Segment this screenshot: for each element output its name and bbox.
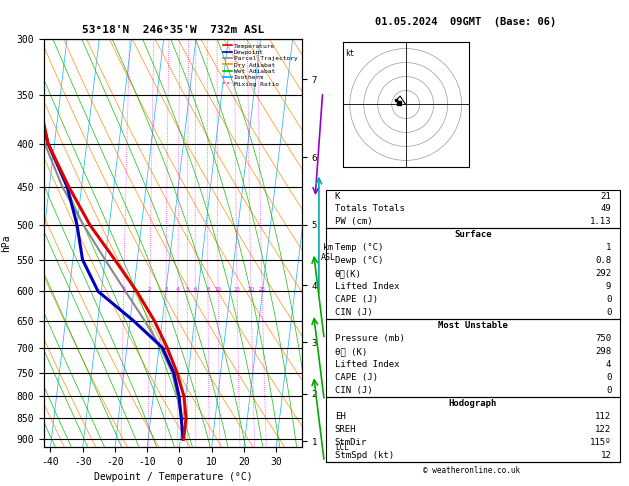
Text: 15: 15 xyxy=(233,287,241,292)
Text: StmSpd (kt): StmSpd (kt) xyxy=(335,451,394,460)
Text: 5: 5 xyxy=(186,287,189,292)
Text: K: K xyxy=(335,191,340,201)
Text: kt: kt xyxy=(345,49,355,57)
Text: Surface: Surface xyxy=(454,230,492,240)
Text: 21: 21 xyxy=(601,191,611,201)
Text: Lifted Index: Lifted Index xyxy=(335,282,399,291)
Text: CAPE (J): CAPE (J) xyxy=(335,373,377,382)
Text: 1: 1 xyxy=(122,287,125,292)
Text: 0: 0 xyxy=(606,295,611,304)
Text: © weatheronline.co.uk: © weatheronline.co.uk xyxy=(423,466,520,475)
Text: 20: 20 xyxy=(248,287,255,292)
Text: Lifted Index: Lifted Index xyxy=(335,360,399,369)
Text: Hodograph: Hodograph xyxy=(449,399,497,408)
Text: 122: 122 xyxy=(595,425,611,434)
Text: 2: 2 xyxy=(148,287,152,292)
Text: CAPE (J): CAPE (J) xyxy=(335,295,377,304)
Text: 6: 6 xyxy=(194,287,197,292)
Text: 4: 4 xyxy=(606,360,611,369)
Y-axis label: km
ASL: km ASL xyxy=(321,243,336,262)
Text: EH: EH xyxy=(335,412,345,421)
Text: 10: 10 xyxy=(214,287,221,292)
Text: 12: 12 xyxy=(601,451,611,460)
Text: 0.8: 0.8 xyxy=(595,256,611,265)
Text: 8: 8 xyxy=(206,287,209,292)
Text: θᴄ(K): θᴄ(K) xyxy=(335,269,362,278)
Text: 1.13: 1.13 xyxy=(590,217,611,226)
Text: 298: 298 xyxy=(595,347,611,356)
Text: CIN (J): CIN (J) xyxy=(335,308,372,317)
Text: 0: 0 xyxy=(606,386,611,395)
X-axis label: Dewpoint / Temperature (°C): Dewpoint / Temperature (°C) xyxy=(94,472,252,483)
Text: 49: 49 xyxy=(601,205,611,213)
Text: 01.05.2024  09GMT  (Base: 06): 01.05.2024 09GMT (Base: 06) xyxy=(375,17,556,27)
Text: 115º: 115º xyxy=(590,438,611,447)
Text: 292: 292 xyxy=(595,269,611,278)
Text: Totals Totals: Totals Totals xyxy=(335,205,404,213)
Text: 112: 112 xyxy=(595,412,611,421)
Text: 0: 0 xyxy=(606,308,611,317)
Y-axis label: hPa: hPa xyxy=(1,234,11,252)
Title: 53°18'N  246°35'W  732m ASL: 53°18'N 246°35'W 732m ASL xyxy=(82,25,264,35)
Text: SREH: SREH xyxy=(335,425,356,434)
Text: Most Unstable: Most Unstable xyxy=(438,321,508,330)
Text: 25: 25 xyxy=(259,287,265,292)
Text: Pressure (mb): Pressure (mb) xyxy=(335,334,404,343)
Text: θᴄ (K): θᴄ (K) xyxy=(335,347,367,356)
Text: 4: 4 xyxy=(176,287,180,292)
Text: 750: 750 xyxy=(595,334,611,343)
Text: StmDir: StmDir xyxy=(335,438,367,447)
Text: 0: 0 xyxy=(606,373,611,382)
Text: Temp (°C): Temp (°C) xyxy=(335,243,383,252)
Text: LCL: LCL xyxy=(335,443,349,451)
Text: PW (cm): PW (cm) xyxy=(335,217,372,226)
Legend: Temperature, Dewpoint, Parcel Trajectory, Dry Adiabat, Wet Adiabat, Isotherm, Mi: Temperature, Dewpoint, Parcel Trajectory… xyxy=(221,42,299,88)
Text: 3: 3 xyxy=(164,287,168,292)
Text: Dewp (°C): Dewp (°C) xyxy=(335,256,383,265)
Text: CIN (J): CIN (J) xyxy=(335,386,372,395)
Text: 1: 1 xyxy=(606,243,611,252)
Text: 9: 9 xyxy=(606,282,611,291)
